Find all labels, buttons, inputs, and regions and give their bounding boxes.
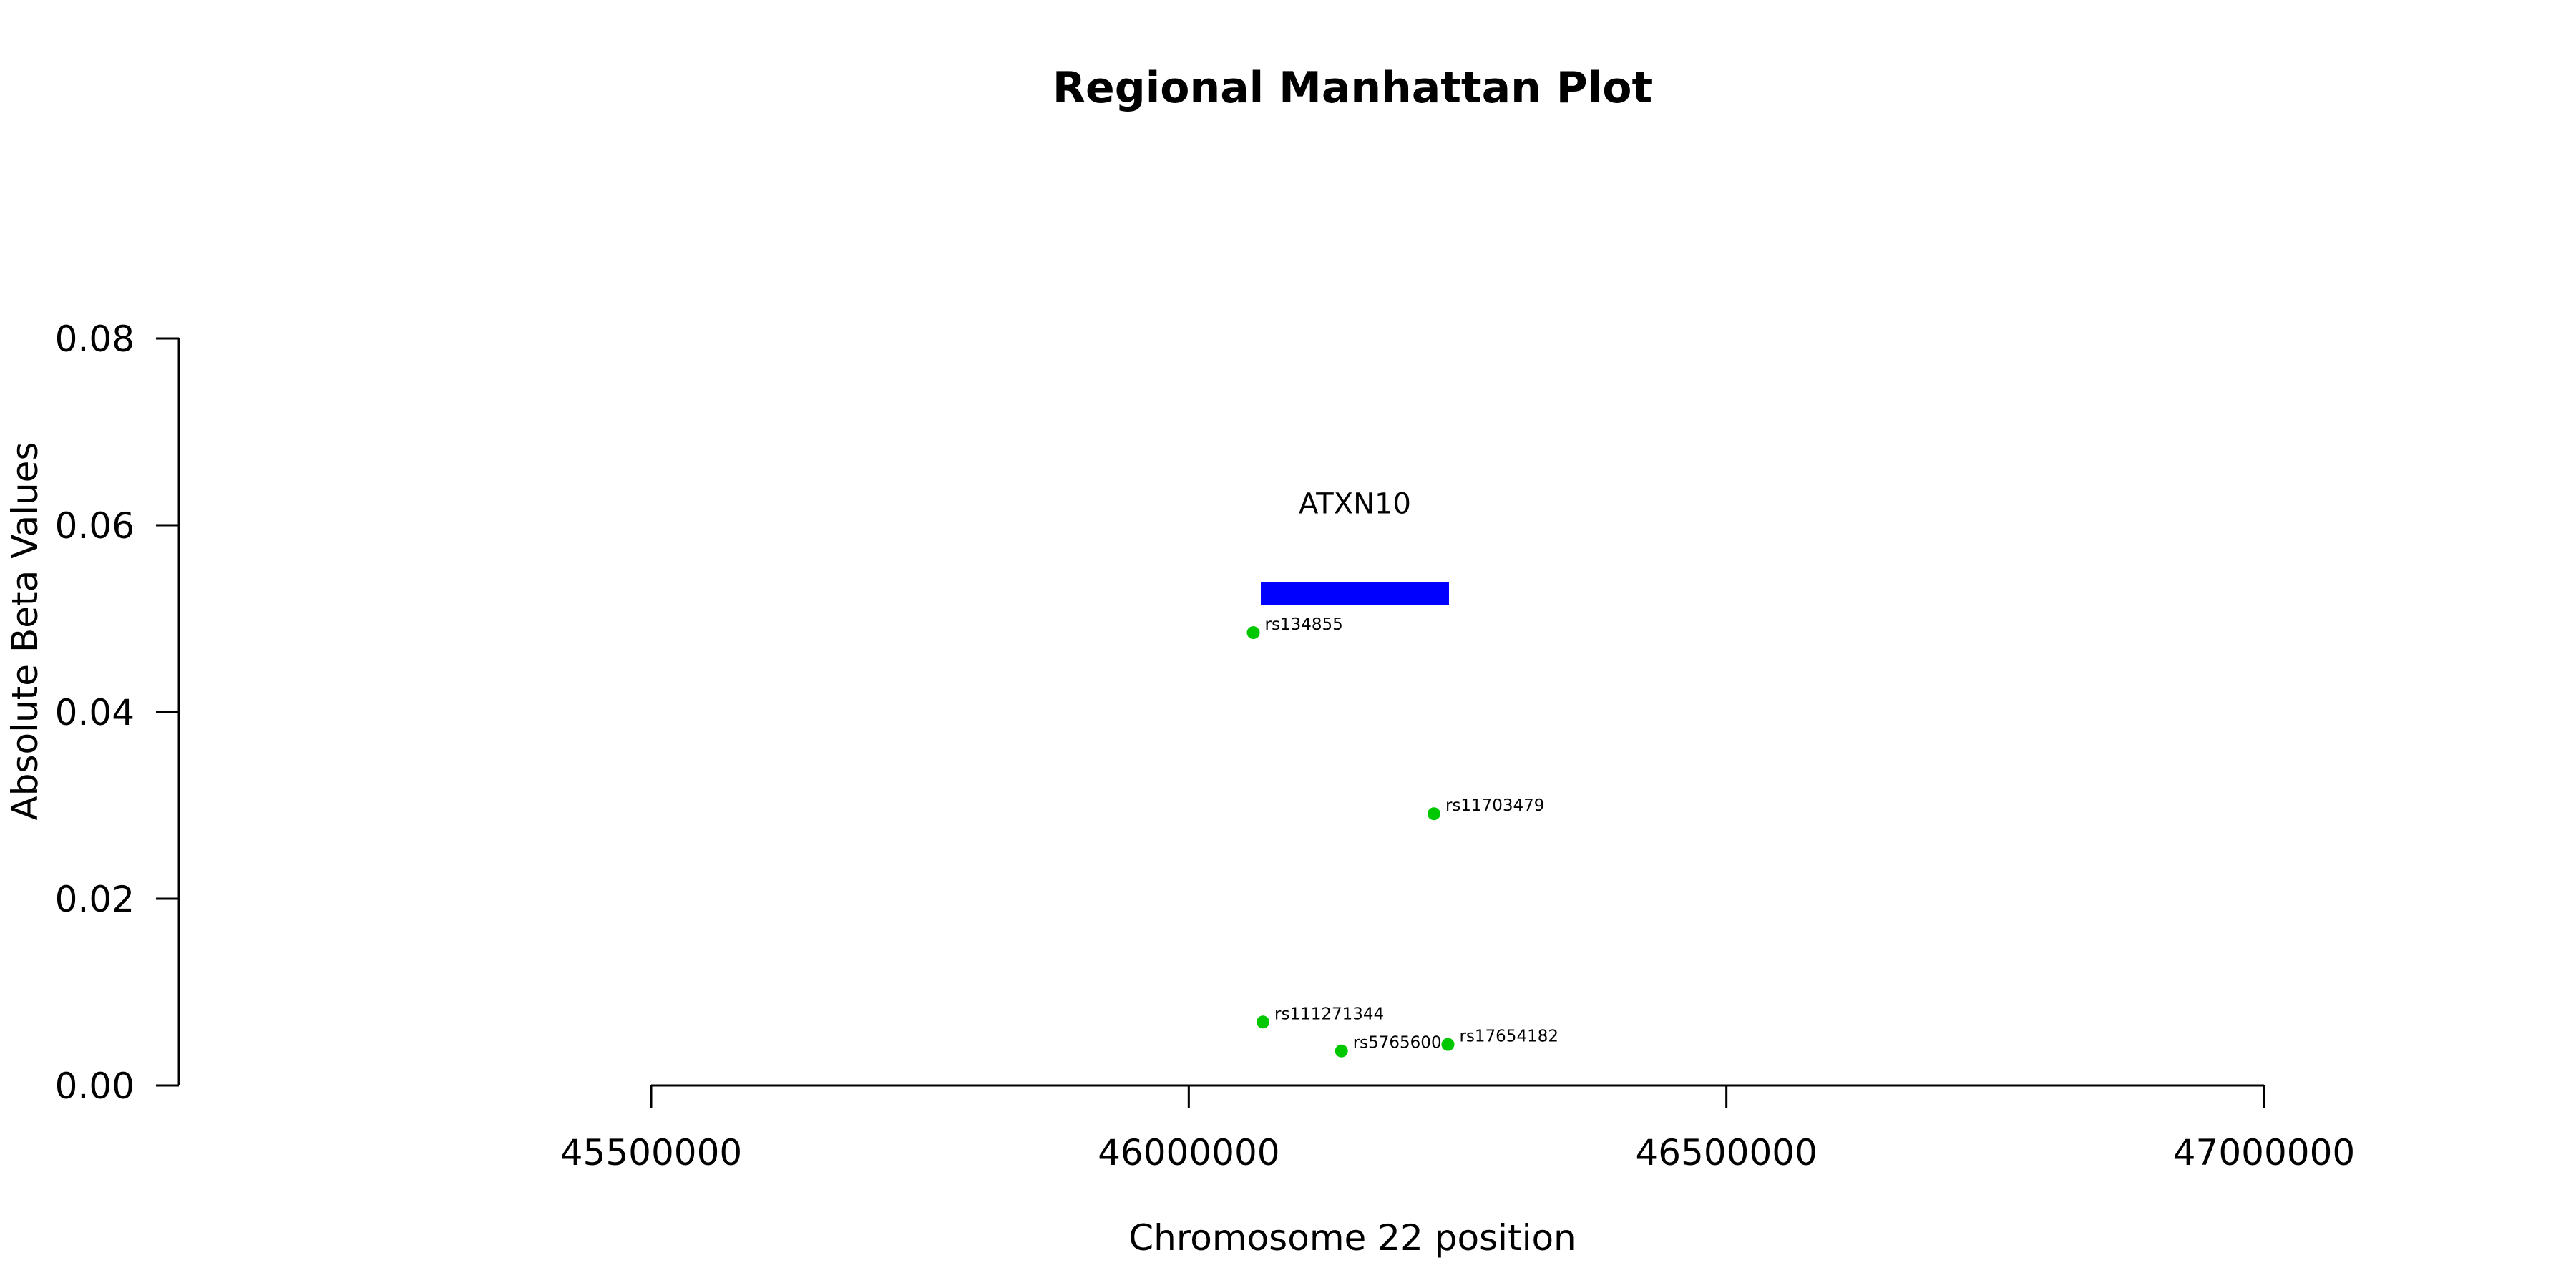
- snp-point: [1257, 1015, 1270, 1029]
- y-tick-label: 0.02: [55, 879, 135, 920]
- x-tick-label: 46000000: [1098, 1132, 1280, 1174]
- x-axis-ticks: 45500000 46000000 46500000 47000000: [560, 1085, 2356, 1174]
- gene-label: ATXN10: [1299, 487, 1411, 520]
- snp-label: rs5765600: [1353, 1034, 1442, 1053]
- x-tick-label: 45500000: [560, 1132, 743, 1174]
- x-tick-label: 47000000: [2173, 1132, 2356, 1174]
- snp-label: rs17654182: [1459, 1028, 1558, 1046]
- snp-points: rs134855 rs11703479 rs111271344 rs5765600 rs…: [1246, 615, 1558, 1058]
- y-tick-label: 0.08: [55, 318, 135, 360]
- snp-point: [1335, 1044, 1348, 1058]
- gene-bar: [1261, 582, 1449, 605]
- chart-title: Regional Manhattan Plot: [1053, 63, 1652, 113]
- y-axis-ticks: 0.00 0.02 0.04 0.06 0.08: [55, 318, 179, 1107]
- y-tick-label: 0.06: [55, 505, 135, 547]
- snp-label: rs11703479: [1445, 796, 1545, 815]
- snp-point: [1441, 1038, 1455, 1051]
- snp-label: rs134855: [1264, 615, 1342, 634]
- snp-label: rs111271344: [1274, 1005, 1384, 1023]
- gene-track: ATXN10: [1261, 487, 1449, 605]
- x-tick-label: 46500000: [1635, 1132, 1818, 1174]
- x-axis-label: Chromosome 22 position: [1128, 1217, 1576, 1259]
- y-tick-label: 0.04: [55, 692, 135, 733]
- y-tick-label: 0.00: [55, 1065, 135, 1107]
- snp-point: [1246, 626, 1260, 640]
- y-axis-label: Absolute Beta Values: [4, 442, 46, 821]
- snp-point: [1427, 807, 1440, 821]
